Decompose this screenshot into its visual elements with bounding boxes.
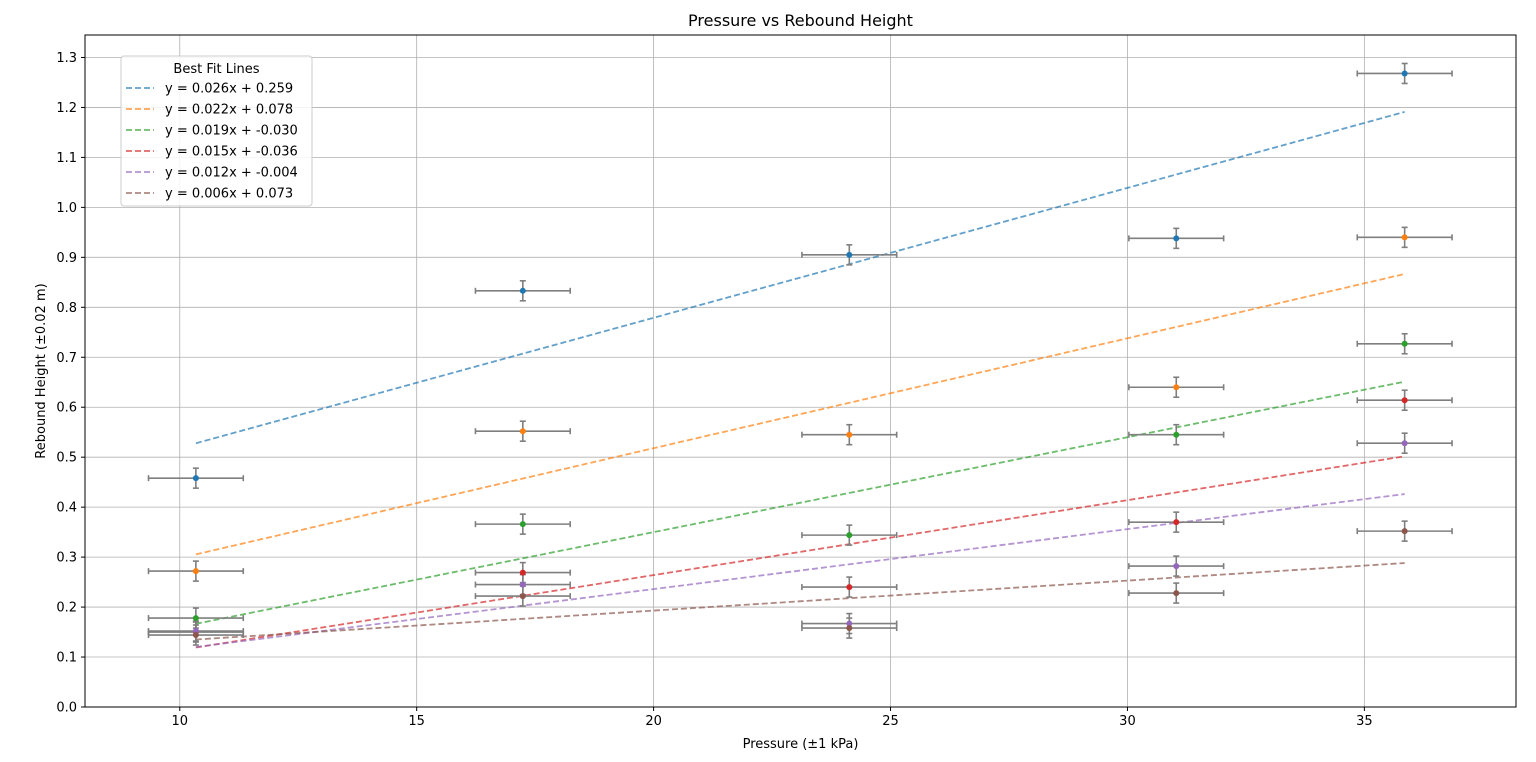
legend-label-3: y = 0.019x + -0.030 <box>165 124 298 139</box>
x-tick-label: 25 <box>882 714 899 729</box>
legend-label-1: y = 0.026x + 0.259 <box>165 82 293 97</box>
data-point-s5 <box>1173 563 1180 570</box>
data-point-s2 <box>1173 384 1180 391</box>
data-point-s6 <box>846 625 853 632</box>
data-point-s2 <box>192 568 199 575</box>
data-point-s6 <box>192 632 199 639</box>
data-point-s5 <box>1401 440 1408 447</box>
y-tick-label: 0.2 <box>56 601 77 616</box>
plot-frame <box>84 34 1517 708</box>
data-point-s1 <box>1173 235 1180 242</box>
data-point-s3 <box>1401 340 1408 347</box>
data-point-s6 <box>1173 590 1180 597</box>
fit-line-3 <box>195 380 1405 625</box>
y-tick-label: 0.4 <box>56 501 77 516</box>
data-point-s6 <box>519 593 526 600</box>
x-tick-label: 30 <box>1119 714 1136 729</box>
data-point-s2 <box>519 428 526 435</box>
y-tick-label: 0.7 <box>56 351 77 366</box>
x-tick-label: 35 <box>1356 714 1373 729</box>
y-tick-label: 0.0 <box>56 701 77 716</box>
legend-box <box>120 55 313 207</box>
data-point-s1 <box>846 251 853 258</box>
data-point-s4 <box>1401 397 1408 404</box>
y-tick-label: 0.5 <box>56 451 77 466</box>
fit-line-1 <box>195 111 1405 445</box>
x-tick-label: 10 <box>171 714 188 729</box>
data-point-s6 <box>1401 528 1408 535</box>
data-point-s5 <box>519 581 526 588</box>
y-tick-label: 0.6 <box>56 401 77 416</box>
y-tick-label: 0.1 <box>56 651 77 666</box>
legend-label-5: y = 0.012x + -0.004 <box>165 166 298 181</box>
fit-line-5 <box>195 493 1405 648</box>
axis-ticks: 10 15 20 25 30 35 0.0 0.1 0.2 0.3 0.4 0.5 0.6 0.7 0.8 0… <box>56 51 1372 729</box>
data-point-s4 <box>1173 519 1180 526</box>
chart-title: Pressure vs Rebound Height <box>688 11 913 30</box>
data-point-s5 <box>846 620 853 627</box>
legend-label-4: y = 0.015x + -0.036 <box>165 145 298 160</box>
fit-lines <box>195 111 1405 649</box>
y-tick-label: 1.1 <box>56 151 77 166</box>
data-point-s1 <box>519 287 526 294</box>
legend-label-6: y = 0.006x + 0.073 <box>165 187 293 202</box>
data-point-s1 <box>192 475 199 482</box>
data-points <box>192 70 1408 639</box>
data-point-s4 <box>846 584 853 591</box>
fit-line-6 <box>195 562 1405 641</box>
y-tick-label: 1.2 <box>56 101 77 116</box>
legend-title: Best Fit Lines <box>173 62 259 77</box>
data-point-s1 <box>1401 70 1408 77</box>
x-axis-title: Pressure (±1 kPa) <box>743 737 859 752</box>
fit-line-4 <box>195 455 1405 649</box>
data-point-s3 <box>192 615 199 622</box>
data-point-s3 <box>1173 431 1180 438</box>
y-tick-label: 1.3 <box>56 51 77 66</box>
fit-line-2 <box>195 273 1405 556</box>
y-tick-label: 0.9 <box>56 251 77 266</box>
x-tick-label: 15 <box>408 714 425 729</box>
y-tick-label: 0.3 <box>56 551 77 566</box>
error-bars <box>147 62 1453 646</box>
x-tick-label: 20 <box>645 714 662 729</box>
data-point-s2 <box>846 431 853 438</box>
data-point-s2 <box>1401 234 1408 241</box>
data-point-s4 <box>519 569 526 576</box>
data-point-s3 <box>846 532 853 539</box>
legend-label-2: y = 0.022x + 0.078 <box>165 103 293 118</box>
y-tick-label: 0.8 <box>56 301 77 316</box>
data-point-s3 <box>519 521 526 528</box>
legend-items: y = 0.026x + 0.259 y = 0.022x + 0.078 y = … <box>126 82 298 202</box>
y-tick-label: 1.0 <box>56 201 77 216</box>
y-axis-title: Rebound Height (±0.02 m) <box>34 283 49 458</box>
